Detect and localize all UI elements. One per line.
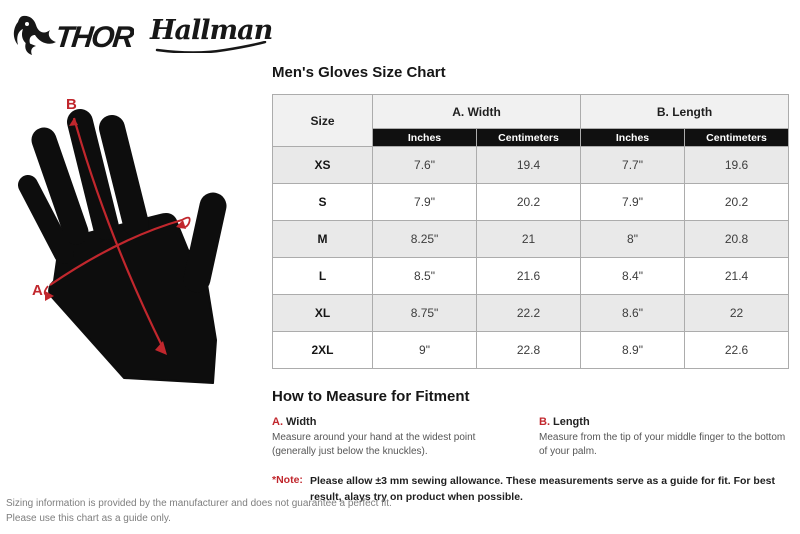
width-inches-value: 8.25": [372, 220, 477, 258]
width-inches-value: 8.75": [372, 294, 477, 332]
width-centimeters-value: 20.2: [475, 183, 582, 221]
page-title: Men's Gloves Size Chart: [272, 64, 446, 81]
length-centimeters-value: 21.4: [684, 257, 790, 295]
thor-logo: THOR: [12, 12, 134, 56]
length-centimeters-value: 20.8: [684, 220, 790, 258]
hallman-wordmark: Hallman: [150, 15, 273, 46]
table-row: L 8.5" 21.6 8.4" 21.4: [272, 257, 790, 295]
length-inches-value: 7.7": [580, 146, 686, 184]
width-centimeters-value: 22.2: [475, 294, 582, 332]
col-header-length-centimeters: Centimeters: [684, 128, 790, 147]
width-inches-value: 8.5": [372, 257, 477, 295]
width-inches-value: 7.9": [372, 183, 477, 221]
measure-item-width: A. Width Measure around your hand at the …: [272, 416, 521, 459]
col-header-length-group: B. Length: [580, 94, 790, 129]
hallman-logo: Hallman: [150, 15, 273, 53]
length-measure-arrow: [72, 117, 164, 349]
col-header-length-inches: Inches: [580, 128, 686, 147]
measure-item-length: B. Length Measure from the tip of your mi…: [539, 416, 788, 459]
col-header-width-group: A. Width: [371, 94, 582, 129]
measure-length-description: Measure from the tip of your middle fing…: [539, 432, 786, 457]
width-centimeters-value: 21: [475, 220, 582, 258]
length-centimeters-value: 22: [684, 294, 790, 332]
size-label: M: [272, 220, 373, 258]
label-a: A: [32, 282, 43, 299]
col-header-width-inches: Inches: [372, 128, 477, 147]
width-centimeters-value: 19.4: [475, 146, 582, 184]
measure-instructions: A. Width Measure around your hand at the …: [272, 416, 788, 459]
length-inches-value: 8.9": [580, 331, 686, 369]
col-header-width-centimeters: Centimeters: [475, 128, 582, 147]
measure-width-label: A. Width: [272, 416, 521, 428]
width-measure-arrow: [49, 218, 183, 286]
measure-length-name: Length: [553, 416, 590, 428]
measure-length-label: B. Length: [539, 416, 788, 428]
hand-measurement-diagram: B A: [14, 92, 254, 387]
footer-line-1: Sizing information is provided by the ma…: [6, 498, 392, 509]
size-chart-section: Men's Gloves Size Chart Size A. Width B.…: [272, 64, 790, 506]
size-label: XL: [272, 294, 373, 332]
table-row: 2XL 9" 22.8 8.9" 22.6: [272, 331, 790, 369]
measure-width-name: Width: [286, 416, 317, 428]
table-group-header-row: Size A. Width B. Length: [272, 94, 790, 147]
note-text: Please allow ±3 mm sewing allowance. The…: [310, 475, 776, 503]
col-header-size: Size: [272, 94, 373, 147]
table-row: XL 8.75" 22.2 8.6" 22: [272, 294, 790, 332]
length-centimeters-value: 19.6: [684, 146, 790, 184]
length-inches-value: 8.6": [580, 294, 686, 332]
size-label: S: [272, 183, 373, 221]
length-centimeters-value: 22.6: [684, 331, 790, 369]
footer-disclaimer: Sizing information is provided by the ma…: [6, 497, 392, 526]
size-label: 2XL: [272, 331, 373, 369]
thor-wordmark: THOR: [54, 21, 134, 54]
thor-goat-icon: [13, 15, 56, 55]
size-label: XS: [272, 146, 373, 184]
measure-length-prefix: B.: [539, 416, 550, 428]
length-inches-value: 7.9": [580, 183, 686, 221]
hand-silhouette: [18, 109, 227, 384]
table-row: S 7.9" 20.2 7.9" 20.2: [272, 183, 790, 221]
how-to-measure-title: How to Measure for Fitment: [272, 388, 470, 405]
size-label: L: [272, 257, 373, 295]
width-inches-value: 7.6": [372, 146, 477, 184]
table-row: XS 7.6" 19.4 7.7" 19.6: [272, 146, 790, 184]
table-row: M 8.25" 21 8" 20.8: [272, 220, 790, 258]
measure-width-prefix: A.: [272, 416, 283, 428]
width-inches-value: 9": [372, 331, 477, 369]
footer-line-2: Please use this chart as a guide only.: [6, 512, 171, 524]
sizing-note: *Note: Please allow ±3 mm sewing allowan…: [272, 474, 788, 506]
hallman-underline-swash: [155, 41, 267, 53]
length-inches-value: 8": [580, 220, 686, 258]
size-chart-table: Size A. Width B. Length Inches Centimete…: [272, 94, 790, 369]
note-label: *Note:: [272, 474, 303, 486]
width-centimeters-value: 22.8: [475, 331, 582, 369]
label-b: B: [66, 96, 77, 113]
measurement-arrows: [43, 117, 191, 355]
length-inches-value: 8.4": [580, 257, 686, 295]
measure-width-description: Measure around your hand at the widest p…: [272, 432, 476, 457]
length-centimeters-value: 20.2: [684, 183, 790, 221]
width-centimeters-value: 21.6: [475, 257, 582, 295]
brand-logos: THOR Hallman: [12, 12, 273, 56]
